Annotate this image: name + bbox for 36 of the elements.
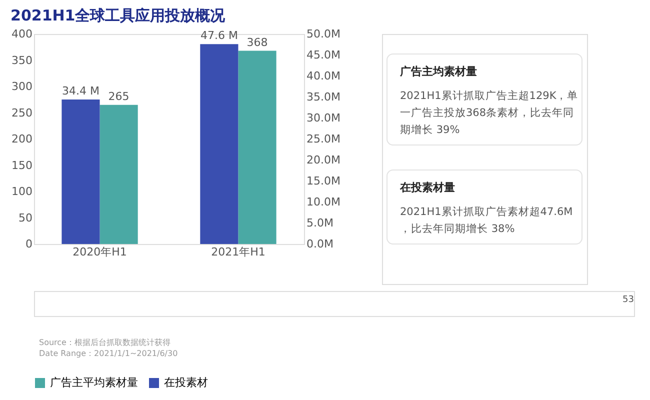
y2-tick-label: 15.0M — [306, 174, 340, 188]
chart-title: 2021H1全球工具应用投放概况 — [10, 6, 226, 24]
text: 在投素材量 — [399, 181, 455, 194]
y-tick-label: 400 — [12, 28, 32, 40]
y2-tick-label: 35.0M — [306, 90, 340, 104]
data-label: 47.6 M — [200, 29, 238, 42]
y2-tick-label: 0.0M — [306, 238, 334, 250]
y-tick-label: 250 — [12, 106, 32, 120]
y2-tick-label: 25.0M — [306, 132, 340, 146]
y2-tick-label: 10.0M — [306, 196, 340, 208]
text: 53 — [622, 295, 634, 305]
y-tick-label: 50 — [18, 211, 32, 224]
y2-tick-label: 45.0M — [306, 48, 340, 62]
legend-label: 在投素材 — [164, 376, 208, 389]
y-tick-label: 100 — [12, 185, 32, 198]
data-label: 368 — [246, 36, 268, 49]
x-tick-label: 2021年H1 — [211, 246, 266, 258]
text: 2021H1累计抓取广告素材超47.6M，比去年同期增长 38% — [400, 205, 573, 235]
text: 广告主均素材量 — [399, 65, 477, 78]
data-label: 265 — [108, 90, 130, 103]
y-tick-label: 300 — [12, 80, 32, 93]
y2-tick-label: 40.0M — [306, 70, 340, 82]
y2-tick-label: 5.0M — [306, 216, 334, 230]
y2-tick-label: 50.0M — [306, 28, 340, 40]
y-tick-label: 350 — [12, 54, 32, 67]
y2-tick-label: 30.0M — [306, 112, 340, 124]
data-label: 34.4 M — [62, 84, 100, 98]
x-tick-label: 2020年H1 — [72, 246, 127, 258]
y2-tick-label: 20.0M — [306, 154, 340, 166]
y-tick-label: 0 — [26, 238, 32, 250]
y-tick-label: 150 — [12, 158, 32, 172]
text: 2021H1累计抓取广告主超129K，单一广告主投放368条素材，比去年同期增长 39% — [400, 89, 578, 136]
y-tick-label: 200 — [12, 132, 32, 146]
legend-label: 广告主平均素材量 — [50, 376, 138, 389]
text: Date Range：2021/1/1~2021/6/30 — [39, 349, 178, 358]
source-note: Source：根据后台抓取数据统计获得 — [39, 338, 170, 347]
